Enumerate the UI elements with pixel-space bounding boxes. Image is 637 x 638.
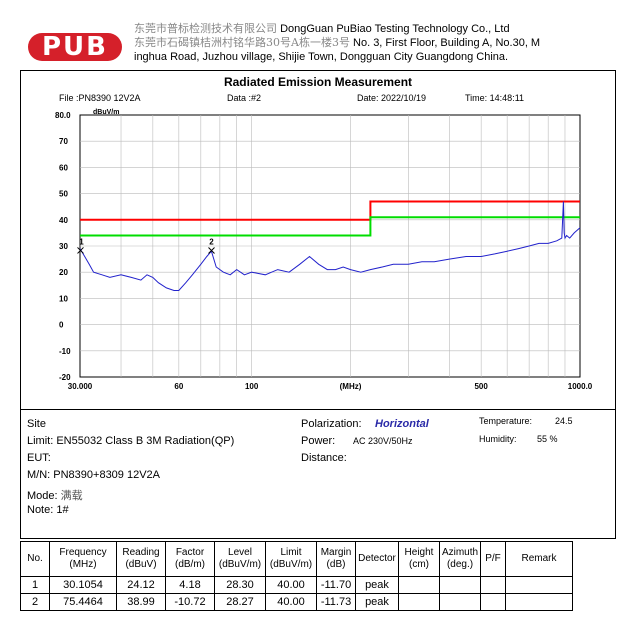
- table-cell: [505, 576, 573, 594]
- column-header: P/F: [480, 541, 506, 577]
- chart-title: Radiated Emission Measurement: [223, 75, 413, 89]
- marker-cross: [77, 247, 84, 254]
- y-tick-label: 70: [59, 137, 68, 146]
- table-cell: -10.72: [165, 593, 215, 611]
- mode-label: Mode:: [27, 490, 61, 502]
- results-table: No. Frequency (MHz) Reading (dBuV) Factor (dB/…: [20, 541, 573, 611]
- table-cell: [398, 576, 440, 594]
- column-header: Frequency (MHz): [49, 541, 117, 577]
- table-row: 2 75.4464 38.99 -10.72 28.27 40.00 -11.73 peak: [20, 593, 573, 611]
- y-tick-label: 40: [59, 216, 68, 225]
- x-tick-label: 60: [174, 382, 183, 391]
- series-line-2: [80, 216, 580, 237]
- table-cell: [398, 593, 440, 611]
- column-header: Level (dBuV/m): [214, 541, 266, 577]
- table-cell: 2: [20, 593, 50, 611]
- y-tick-label: 30: [59, 242, 68, 251]
- table-cell: 4.18: [165, 576, 215, 594]
- power-value: AC 230V/50Hz: [353, 436, 413, 446]
- column-header: Factor (dB/m): [165, 541, 215, 577]
- marker-label: 1: [79, 237, 84, 246]
- company-header: 东莞市普标检测技术有限公司 DongGuan PuBiao Testing Te…: [134, 22, 594, 64]
- table-cell: [505, 593, 573, 611]
- y-tick-label: 0: [59, 321, 64, 330]
- table-cell: 75.4464: [49, 593, 117, 611]
- column-header: No.: [20, 541, 50, 577]
- eut-label: EUT:: [27, 452, 51, 464]
- table-cell: [439, 593, 481, 611]
- polarization-value: Horizontal: [375, 418, 429, 430]
- marker-cross: [208, 247, 215, 254]
- time-label: Time: 14:48:11: [465, 93, 525, 103]
- x-tick-label: 1000.0: [568, 382, 593, 391]
- y-tick-label: 50: [59, 190, 68, 199]
- column-header: Margin (dB): [316, 541, 356, 577]
- x-tick-label: (MHz): [340, 382, 362, 391]
- x-tick-label: 100: [245, 382, 259, 391]
- series-line-1: [80, 200, 580, 221]
- column-header: Reading (dBuV): [116, 541, 166, 577]
- test-info-panel: Site Limit: EN55032 Class B 3M Radiation…: [20, 408, 616, 539]
- company-en-name: DongGuan PuBiao Testing Technology Co., …: [280, 23, 510, 35]
- column-header: Limit (dBuV/m): [265, 541, 317, 577]
- site-label: Site: [27, 418, 46, 430]
- table-cell: [439, 576, 481, 594]
- table-cell: [480, 593, 506, 611]
- temperature-value: 24.5: [555, 416, 573, 426]
- mode-row: Mode: 满载: [27, 487, 83, 503]
- mode-value: 满载: [60, 489, 83, 502]
- temperature-label: Temperature:: [479, 416, 533, 426]
- company-en-address-2: inghua Road, Juzhou village, Shijie Town…: [134, 51, 509, 63]
- date-label: Date: 2022/10/19: [357, 93, 427, 103]
- table-cell: 28.30: [214, 576, 266, 594]
- table-cell: 24.12: [116, 576, 166, 594]
- column-header: Detector: [355, 541, 399, 577]
- table-cell: peak: [355, 576, 399, 594]
- table-row: 1 30.1054 24.12 4.18 28.30 40.00 -11.70 peak: [20, 576, 573, 594]
- humidity-value: 55 %: [537, 434, 558, 444]
- column-header: Azimuth (deg.): [439, 541, 481, 577]
- distance-label: Distance:: [301, 452, 347, 464]
- power-label: Power:: [301, 435, 336, 447]
- y-tick-label: 10: [59, 294, 68, 303]
- chart-panel: Radiated Emission Measurement File :PN83…: [20, 70, 616, 410]
- y-tick-label: 80.0: [55, 111, 71, 120]
- data-label: Data :#2: [227, 93, 262, 103]
- table-cell: 1: [20, 576, 50, 594]
- pub-logo: PUB: [28, 33, 122, 61]
- x-tick-label: 30.000: [68, 382, 93, 391]
- table-cell: -11.70: [316, 576, 356, 594]
- y-axis-label: dBuV/m: [93, 109, 119, 116]
- company-en-address-1: No. 3, First Floor, Building A, No.30, M: [353, 37, 541, 49]
- company-cn-address: 东莞市石碣镇桔洲村铭华路30号A栋一楼3号: [134, 36, 350, 49]
- limit-label: Limit: EN55032 Class B 3M Radiation(QP): [27, 435, 235, 447]
- y-tick-label: -20: [59, 373, 71, 382]
- column-header: Height (cm): [398, 541, 440, 577]
- note-label: Note: 1#: [27, 504, 69, 516]
- y-tick-label: 60: [59, 163, 68, 172]
- table-cell: 28.27: [214, 593, 266, 611]
- table-cell: 40.00: [265, 576, 317, 594]
- y-tick-label: -10: [59, 347, 71, 356]
- table-body: 1 30.1054 24.12 4.18 28.30 40.00 -11.70 peak 2 75…: [20, 576, 573, 611]
- mn-label: M/N: PN8390+8309 12V2A: [27, 469, 161, 481]
- table-cell: 38.99: [116, 593, 166, 611]
- marker-label: 2: [209, 238, 214, 247]
- table-header-row: No. Frequency (MHz) Reading (dBuV) Factor (dB/…: [20, 541, 573, 577]
- column-header: Remark: [505, 541, 573, 577]
- file-label: File :PN8390 12V2A: [59, 93, 141, 103]
- series-line-3: [79, 201, 581, 291]
- table-cell: peak: [355, 593, 399, 611]
- table-cell: -11.73: [316, 593, 356, 611]
- table-cell: 40.00: [265, 593, 317, 611]
- y-tick-label: 20: [59, 268, 68, 277]
- humidity-label: Humidity:: [479, 434, 517, 444]
- x-tick-label: 500: [474, 382, 488, 391]
- table-cell: 30.1054: [49, 576, 117, 594]
- polarization-label: Polarization:: [301, 418, 362, 430]
- company-cn-name: 东莞市普标检测技术有限公司: [134, 22, 277, 35]
- table-cell: [480, 576, 506, 594]
